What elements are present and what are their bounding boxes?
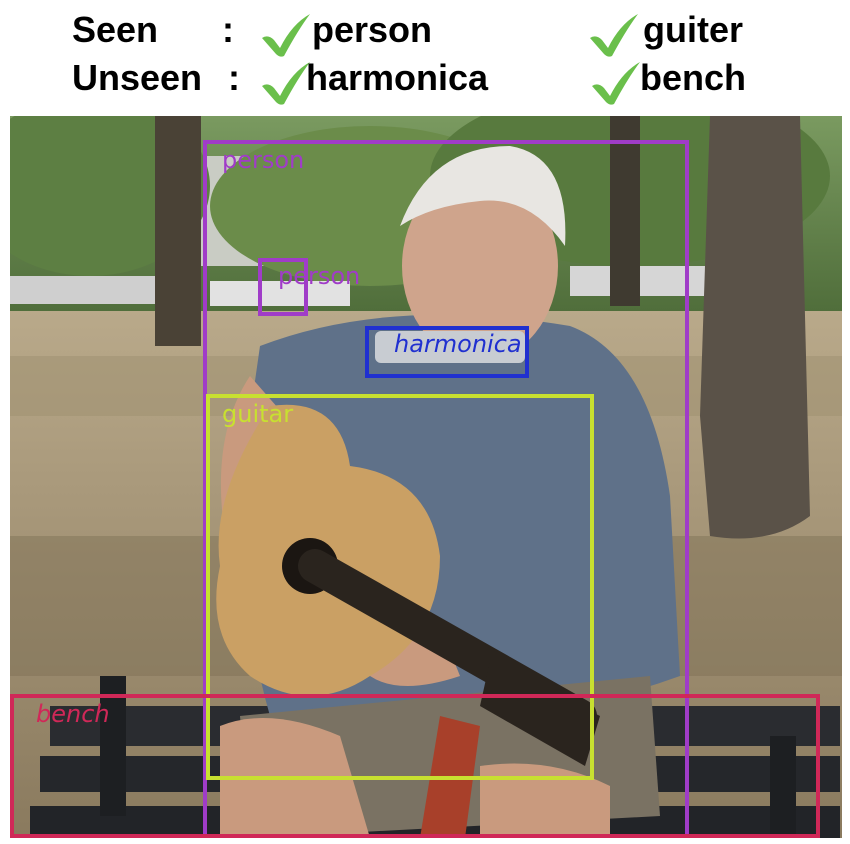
- scene-photo: person person harmonica guitar bench: [10, 116, 842, 838]
- seen-item-person: person: [312, 12, 432, 48]
- seen-label: Seen: [72, 12, 158, 48]
- detection-label-person-small: person: [278, 264, 360, 288]
- unseen-label: Unseen: [72, 60, 202, 96]
- detection-label-harmonica: harmonica: [394, 332, 522, 356]
- detection-box-bench: [10, 694, 820, 838]
- unseen-item-harmonica: harmonica: [306, 60, 488, 96]
- check-icon: [258, 10, 314, 58]
- check-icon: [586, 10, 642, 58]
- seen-colon: :: [222, 12, 234, 48]
- detection-label-guitar: guitar: [222, 402, 293, 426]
- unseen-colon: :: [228, 60, 240, 96]
- seen-item-guiter: guiter: [643, 12, 743, 48]
- unseen-item-bench: bench: [640, 60, 746, 96]
- detection-label-bench: bench: [36, 702, 110, 726]
- check-icon: [588, 58, 644, 106]
- detection-label-person-main: person: [222, 148, 304, 172]
